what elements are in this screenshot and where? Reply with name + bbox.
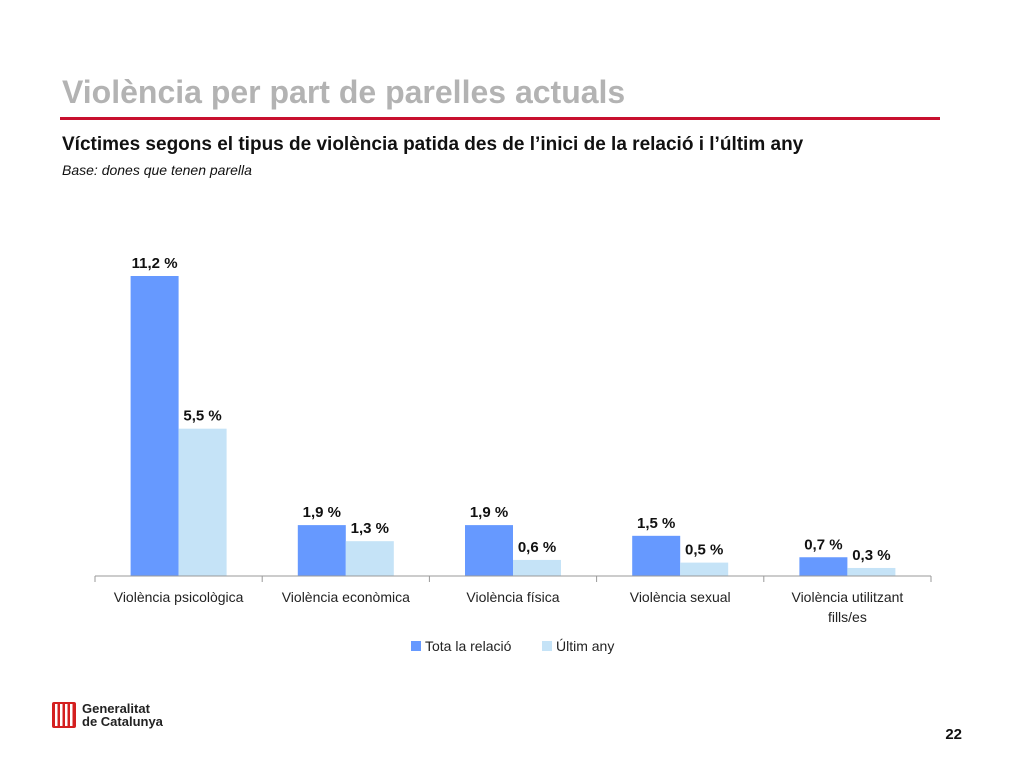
page-number: 22 xyxy=(945,726,962,743)
data-label: 0,5 % xyxy=(685,542,723,559)
bar-total-0 xyxy=(130,276,179,576)
category-label: Violència sexual xyxy=(630,589,731,605)
bar-total-3 xyxy=(632,535,681,576)
bar-last-year-1 xyxy=(345,541,394,576)
category-label: Violència física xyxy=(466,589,559,605)
legend-label: Últim any xyxy=(556,638,614,654)
data-label: 1,3 % xyxy=(351,520,389,537)
bar-last-year-4 xyxy=(847,567,896,576)
bar-total-4 xyxy=(799,557,848,576)
data-label: 1,5 % xyxy=(637,515,675,532)
senyera-icon xyxy=(52,702,76,728)
bar-last-year-2 xyxy=(513,559,561,576)
bar-total-2 xyxy=(465,525,513,576)
bar-total-1 xyxy=(297,525,346,576)
legend-swatch-total xyxy=(411,641,421,651)
data-label: 1,9 % xyxy=(470,504,508,521)
logo-line-2: de Catalunya xyxy=(82,714,163,729)
data-label: 1,9 % xyxy=(303,504,341,521)
data-label: 11,2 % xyxy=(132,255,178,272)
data-label: 5,5 % xyxy=(183,408,221,425)
title-divider xyxy=(60,117,940,120)
base-note: Base: dones que tenen parella xyxy=(62,162,252,178)
chart-subtitle: Víctimes segons el tipus de violència pa… xyxy=(62,134,804,155)
legend-label: Tota la relació xyxy=(425,638,512,654)
generalitat-logo: Generalitat de Catalunya xyxy=(52,700,212,734)
category-label: Violència econòmica xyxy=(282,589,410,605)
slide-title: Violència per part de parelles actuals xyxy=(62,74,626,110)
bar-chart: 11,2 % 5,5 % 1,9 % 1,3 % 1,9 % 0,6 % 1,5 % 0,5 … xyxy=(94,255,932,654)
bar-last-year-0 xyxy=(178,428,227,576)
data-label: 0,3 % xyxy=(852,547,890,564)
data-label: 0,6 % xyxy=(518,539,556,556)
legend-swatch-last-year xyxy=(542,641,552,651)
logo-line-1: Generalitat xyxy=(82,701,150,716)
category-label: Violència psicològica xyxy=(114,589,244,605)
data-label: 0,7 % xyxy=(804,536,842,553)
bar-last-year-3 xyxy=(680,562,729,576)
category-label: Violència utilitzant fills/es xyxy=(791,589,903,625)
